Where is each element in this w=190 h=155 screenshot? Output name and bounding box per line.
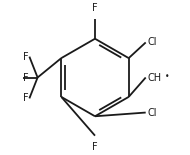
- Text: •: •: [165, 72, 170, 81]
- Text: CH: CH: [148, 73, 162, 82]
- Text: F: F: [92, 3, 98, 13]
- Text: F: F: [23, 73, 29, 82]
- Text: Cl: Cl: [148, 108, 158, 117]
- Text: Cl: Cl: [148, 38, 158, 47]
- Text: F: F: [23, 93, 29, 103]
- Text: F: F: [92, 142, 98, 152]
- Text: F: F: [23, 52, 29, 62]
